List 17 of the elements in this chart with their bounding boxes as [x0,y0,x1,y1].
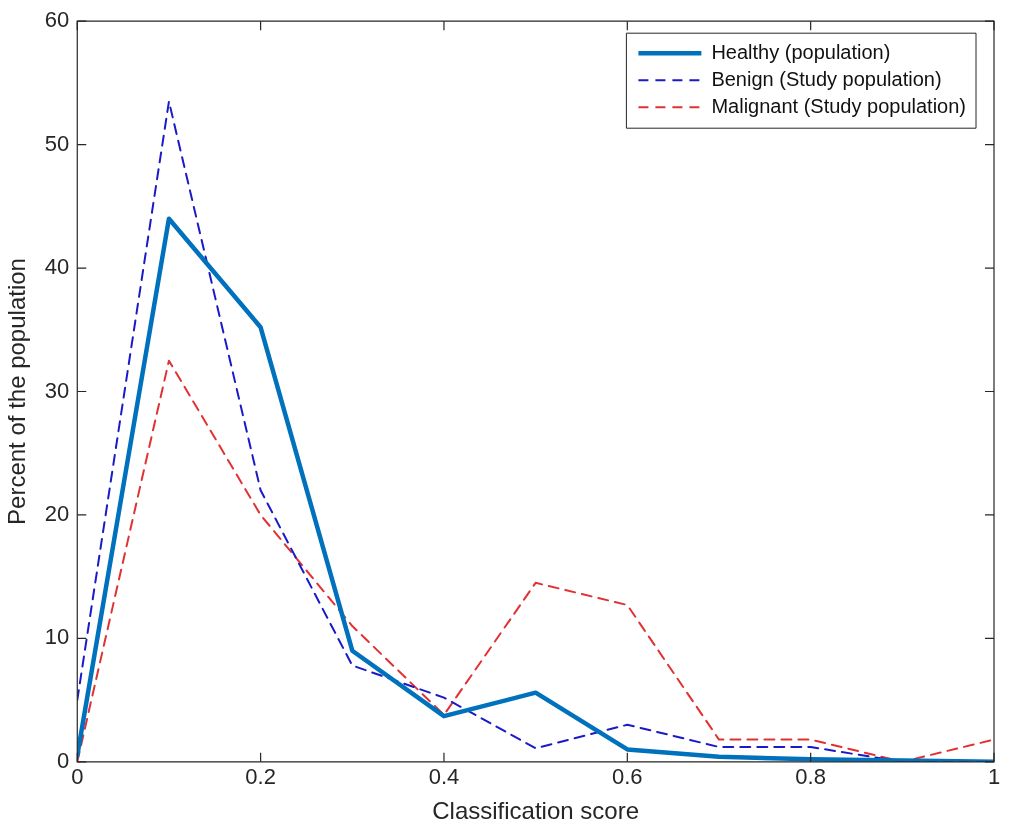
x-tick-label: 0.8 [795,764,826,790]
y-tick-label: 30 [44,377,70,403]
y-axis-title: Percent of the population [3,258,31,525]
y-tick-label: 10 [44,624,70,650]
y-tick-label: 50 [44,130,70,156]
y-tick-label: 40 [44,254,70,280]
x-tick-label: 0.2 [245,764,276,790]
x-axis-title: Classification score [432,797,640,825]
legend-label: Benign (Study population) [711,67,942,90]
y-tick-label: 60 [44,7,70,33]
legend-label: Healthy (population) [711,40,891,63]
y-tick-label: 20 [44,501,70,526]
legend-label: Malignant (Study population) [711,94,967,117]
x-tick-label: 0.4 [428,764,460,790]
x-tick-label: 1 [987,764,1001,790]
x-tick-label: 0.6 [612,764,643,790]
y-tick-label: 0 [57,747,70,773]
